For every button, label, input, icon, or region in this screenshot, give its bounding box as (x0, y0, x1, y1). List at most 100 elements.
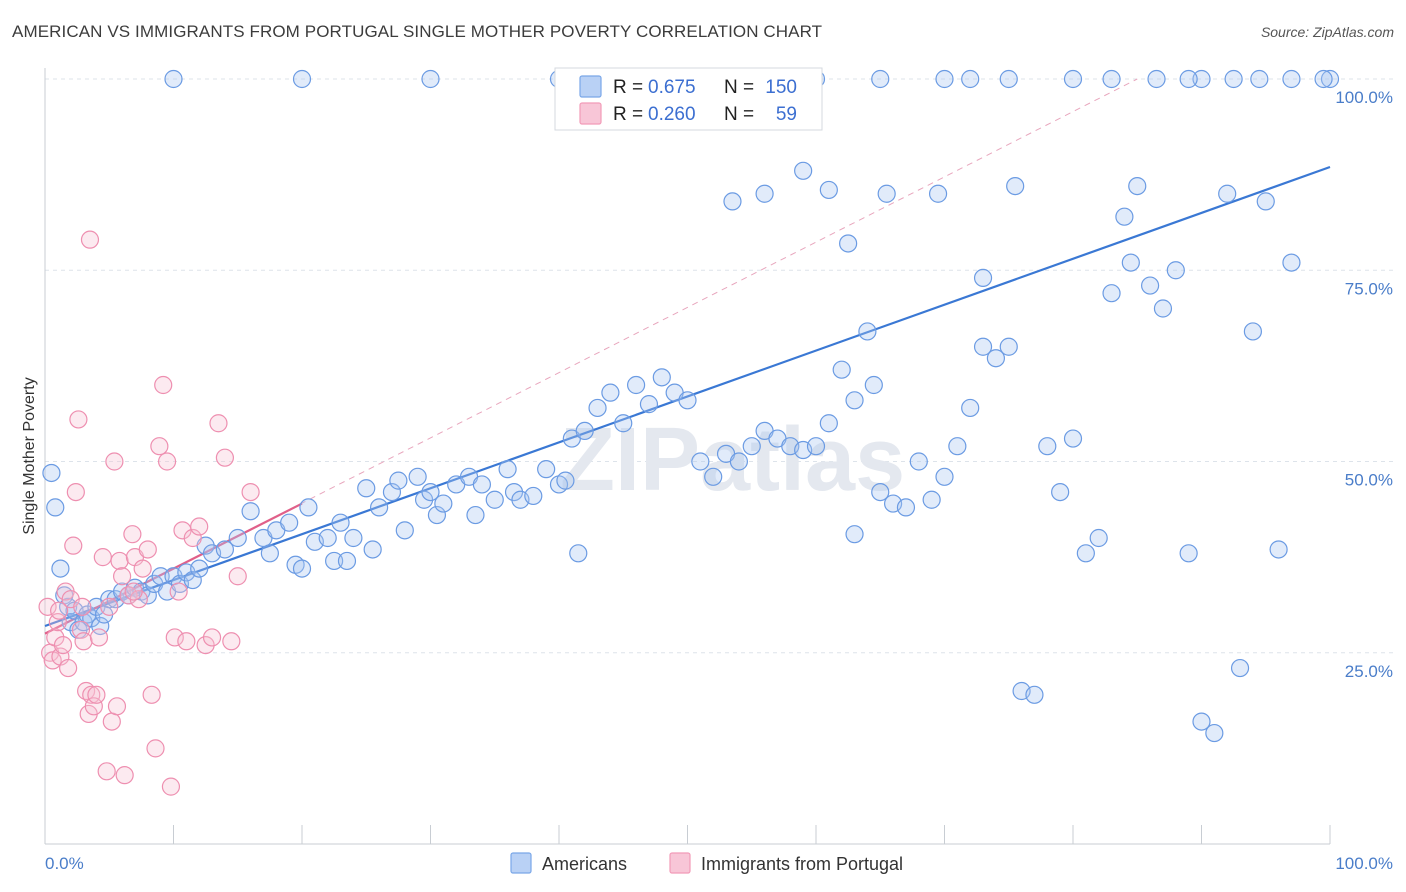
point-americans (1121, 253, 1140, 272)
point-americans (524, 486, 543, 506)
legend-r-value: 0.675 (648, 77, 696, 98)
point-portugal (48, 613, 67, 632)
legend-bottom: Americans Immigrants from Portugal (510, 852, 903, 874)
point-americans (51, 559, 70, 578)
point-portugal (71, 620, 91, 639)
point-americans (299, 498, 318, 517)
point-americans (434, 494, 453, 513)
legend-n-value: 150 (765, 77, 797, 98)
point-americans (228, 528, 247, 548)
point-americans (331, 513, 350, 532)
point-americans (569, 544, 588, 563)
point-americans (42, 463, 61, 483)
point-americans (1102, 284, 1121, 303)
point-portugal (89, 628, 109, 647)
point-americans (973, 337, 993, 356)
point-americans (845, 391, 864, 410)
point-americans (639, 395, 659, 414)
point-americans (1250, 69, 1269, 89)
point-americans (1179, 69, 1198, 89)
point-americans (344, 528, 363, 548)
point-portugal (84, 697, 103, 716)
point-americans (421, 483, 440, 502)
point-americans (986, 349, 1006, 368)
point-portugal (100, 597, 119, 616)
legend-bottom-swatch (510, 852, 532, 874)
point-americans (421, 69, 440, 89)
point-americans (370, 498, 389, 517)
point-americans (1224, 69, 1243, 89)
point-americans (742, 437, 761, 456)
point-americans (1063, 429, 1083, 448)
x-tick-label: 100.0% (1335, 854, 1393, 873)
point-americans (678, 391, 697, 410)
point-americans (183, 570, 202, 590)
point-americans (601, 383, 620, 402)
point-americans (382, 483, 402, 502)
point-portugal (112, 567, 132, 586)
point-americans (190, 559, 209, 578)
point-portugal (169, 582, 188, 601)
legend-bottom-swatch (669, 852, 691, 874)
series-americans (42, 69, 1340, 743)
point-americans (556, 471, 575, 490)
point-americans (961, 398, 980, 418)
point-americans (91, 616, 110, 636)
point-portugal (154, 375, 173, 395)
point-portugal (202, 628, 222, 647)
point-americans (794, 161, 813, 180)
point-americans (164, 69, 183, 89)
legend-r-label: R = (613, 104, 643, 125)
point-americans (292, 559, 312, 578)
point-americans (871, 483, 890, 502)
point-americans (935, 69, 954, 89)
point-portugal (228, 567, 247, 586)
point-portugal (38, 597, 57, 616)
point-portugal (215, 448, 234, 467)
point-americans (427, 505, 447, 525)
point-americans (537, 460, 556, 479)
point-americans (588, 398, 607, 418)
point-portugal (87, 685, 106, 704)
point-americans (485, 490, 504, 509)
point-americans (832, 360, 851, 379)
point-americans (357, 479, 376, 498)
point-portugal (123, 525, 142, 544)
point-americans (46, 498, 65, 517)
point-americans (241, 502, 260, 521)
point-americans (215, 540, 234, 559)
point-portugal (66, 483, 85, 502)
point-americans (723, 192, 742, 211)
point-portugal (190, 517, 209, 536)
point-americans (755, 184, 774, 203)
trend-lines (44, 78, 1331, 635)
point-americans (614, 414, 633, 433)
point-americans (138, 586, 157, 605)
point-americans (1006, 177, 1025, 196)
point-americans (1140, 276, 1160, 295)
point-americans (318, 528, 337, 548)
point-portugal (241, 483, 260, 502)
point-americans (729, 452, 749, 471)
point-portugal (146, 739, 165, 758)
point-americans (1192, 69, 1211, 89)
point-americans (260, 544, 279, 563)
legend-bottom-label: Immigrants from Portugal (701, 854, 903, 874)
point-americans (877, 184, 896, 203)
point-americans (61, 613, 80, 632)
point-americans (999, 69, 1018, 89)
point-americans (858, 322, 877, 341)
point-portugal (138, 540, 157, 559)
point-portugal (177, 632, 196, 651)
point-americans (839, 234, 858, 253)
legend-r-value: 0.260 (648, 104, 696, 125)
y-tick-labels: 25.0% 50.0% 75.0% 100.0% (1335, 88, 1393, 681)
point-americans (1243, 322, 1263, 341)
point-americans (1076, 544, 1095, 563)
point-americans (1147, 69, 1166, 89)
legend-n-value: 59 (776, 104, 797, 125)
point-portugal (82, 685, 101, 704)
point-americans (389, 471, 408, 490)
point-americans (819, 414, 838, 433)
point-americans (864, 375, 883, 395)
